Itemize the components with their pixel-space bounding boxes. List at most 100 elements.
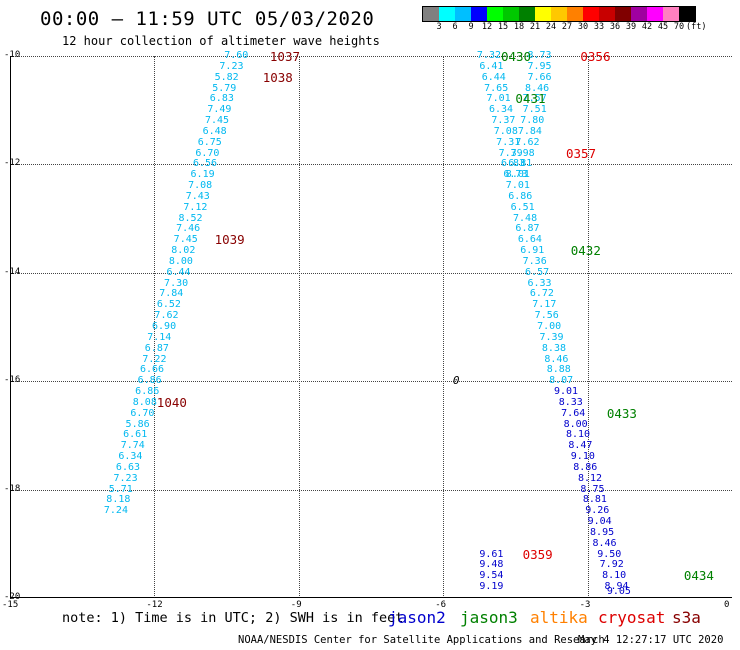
- swh-value-label: 8.10: [602, 570, 627, 582]
- color-scale-label: 36: [609, 22, 621, 32]
- color-scale-cell: [519, 7, 535, 21]
- y-tick-label: -10: [4, 50, 21, 60]
- swh-value-label: 6.64: [517, 234, 542, 246]
- color-scale-cell: [455, 7, 471, 21]
- swh-value-label: 7.80: [520, 115, 545, 127]
- swh-value-label: 5.82: [214, 71, 239, 83]
- swh-value-label: 7.22: [142, 353, 167, 365]
- swh-value-label: 7.45: [204, 115, 230, 127]
- color-scale-cell: [631, 7, 647, 21]
- pass-time-label: 0356: [580, 49, 611, 64]
- swh-value-label: 9.61: [479, 548, 504, 560]
- swh-value-label: 7.23: [219, 60, 244, 72]
- swh-value-label: 6.61: [123, 429, 148, 441]
- swh-value-label: 8.47: [568, 440, 593, 452]
- grid-line-horizontal: [10, 56, 732, 57]
- pass-time-label: 1039: [214, 232, 245, 248]
- swh-value-label: 8.08: [132, 396, 157, 408]
- swh-value-label: 6.52: [156, 299, 181, 311]
- x-tick-label: -3: [579, 600, 591, 610]
- swh-value-label: 7.30: [164, 277, 189, 289]
- swh-value-label: 9.04: [587, 516, 612, 528]
- swh-value-label: 8.46: [544, 353, 569, 365]
- color-scale-label: 15: [497, 22, 509, 32]
- color-scale-label: 30: [577, 22, 589, 32]
- swh-value-label: 7.84: [159, 288, 184, 300]
- swh-value-label: 7.08: [493, 125, 518, 137]
- x-tick-label: 0: [724, 600, 730, 610]
- swh-value-label: 7.46: [176, 223, 201, 235]
- swh-value-label: 7.56: [534, 310, 559, 322]
- map-subtitle: 12 hour collection of altimeter wave hei…: [62, 34, 380, 48]
- swh-value-label: 7.84: [517, 125, 542, 137]
- color-scale-cell: [615, 7, 631, 21]
- color-scale-bar: [422, 6, 696, 22]
- swh-value-label: 5.71: [108, 483, 133, 495]
- swh-value-label: 6.48: [202, 125, 227, 137]
- swh-value-label: 7.39: [498, 147, 523, 159]
- swh-value-label: 8.01: [505, 169, 530, 181]
- plot-frame: [10, 56, 732, 598]
- swh-value-label: 7.39: [539, 331, 564, 343]
- swh-value-label: 7.32: [476, 50, 502, 61]
- color-scale-label: 9: [468, 22, 474, 32]
- legend-item-jason2: jason2: [388, 608, 446, 627]
- swh-value-label: 6.41: [479, 60, 504, 72]
- grid-line-vertical: [587, 56, 589, 598]
- swh-value-label: 7.62: [154, 310, 179, 322]
- swh-value-label: 6.33: [527, 277, 552, 289]
- color-scale-label: 18: [513, 22, 525, 32]
- swh-value-label: 8.73: [527, 50, 552, 61]
- swh-value-label: 9.48: [479, 559, 504, 571]
- color-scale-label: 24: [545, 22, 557, 32]
- color-scale-cell: [439, 7, 455, 21]
- color-scale-cell: [567, 7, 583, 21]
- swh-value-label: 8.86: [573, 461, 598, 473]
- swh-value-label: 8.12: [578, 472, 603, 484]
- color-scale-label: 39: [625, 22, 637, 32]
- pass-time-label: 0434: [683, 568, 714, 584]
- swh-value-label: 7.01: [505, 180, 530, 192]
- map-title: 00:00 – 11:59 UTC 05/03/2020: [40, 8, 375, 30]
- color-scale-cell: [583, 7, 599, 21]
- swh-value-label: 6.19: [190, 169, 215, 181]
- color-scale-label: 27: [561, 22, 573, 32]
- swh-value-label: 7.01: [486, 93, 511, 105]
- legend-item-s3a: s3a: [672, 608, 701, 627]
- swh-value-label: 7.49: [207, 104, 232, 116]
- swh-value-label: 7.48: [513, 212, 538, 224]
- color-scale-cell: [535, 7, 551, 21]
- color-scale-label: 33: [593, 22, 605, 32]
- swh-value-label: 9.01: [553, 386, 579, 398]
- grid-line-horizontal: [10, 381, 732, 383]
- swh-value-label: 6.34: [118, 451, 143, 463]
- color-scale-cell: [647, 7, 663, 21]
- pass-time-label: 0432: [570, 243, 601, 259]
- color-scale-label: 6: [452, 22, 458, 32]
- swh-value-label: 9.26: [585, 505, 610, 517]
- pass-time-label: 1040: [156, 394, 187, 410]
- swh-value-label: 6.87: [144, 342, 169, 354]
- swh-value-label: 7.62: [515, 136, 540, 148]
- swh-value-label: 6.73: [503, 169, 528, 181]
- legend-item-altika: altika: [530, 608, 588, 627]
- swh-value-label: 7.66: [527, 71, 552, 83]
- swh-value-label: 7.14: [147, 331, 172, 343]
- swh-value-label: 8.00: [168, 255, 193, 267]
- swh-value-label: 6.91: [520, 245, 545, 257]
- color-scale-cell: [471, 7, 487, 21]
- map-plot-area: 7.60 7.23 5.82 5.79 6.83 7.49 7.45 6.48 6.75 6.70…: [10, 49, 732, 598]
- swh-value-label: 8.81: [582, 494, 607, 506]
- swh-value-label: 8.88: [546, 364, 571, 376]
- x-tick-label: -6: [435, 600, 447, 610]
- color-scale-cell: [679, 7, 695, 21]
- swh-value-label: 8.10: [565, 429, 591, 441]
- y-tick-label: -12: [4, 158, 21, 169]
- swh-value-label: 8.02: [171, 245, 196, 257]
- color-scale-cell: [423, 7, 439, 21]
- swh-value-label: 7.24: [103, 505, 128, 517]
- grid-line-vertical: [443, 56, 445, 598]
- grid-line-horizontal: [10, 489, 732, 491]
- swh-value-label: 7.37: [491, 115, 516, 127]
